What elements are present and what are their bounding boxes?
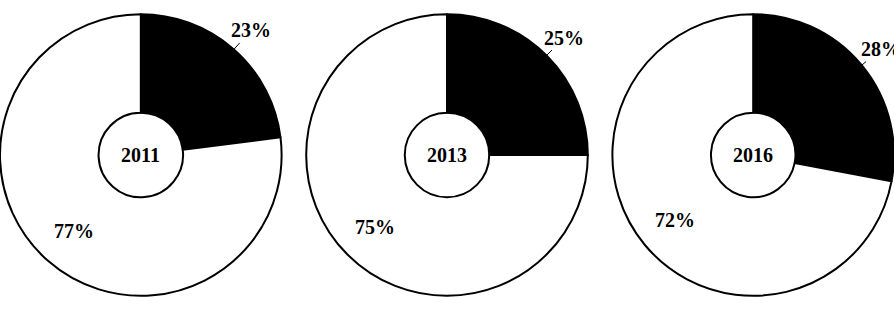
svg-text:2013: 2013 bbox=[427, 144, 467, 166]
svg-text:23%: 23% bbox=[231, 19, 271, 41]
svg-text:77%: 77% bbox=[54, 220, 94, 242]
svg-text:75%: 75% bbox=[355, 216, 395, 238]
svg-text:28%: 28% bbox=[861, 38, 894, 60]
svg-text:72%: 72% bbox=[655, 209, 695, 231]
svg-text:2011: 2011 bbox=[121, 144, 160, 166]
svg-text:2016: 2016 bbox=[733, 144, 773, 166]
svg-text:25%: 25% bbox=[544, 27, 584, 49]
